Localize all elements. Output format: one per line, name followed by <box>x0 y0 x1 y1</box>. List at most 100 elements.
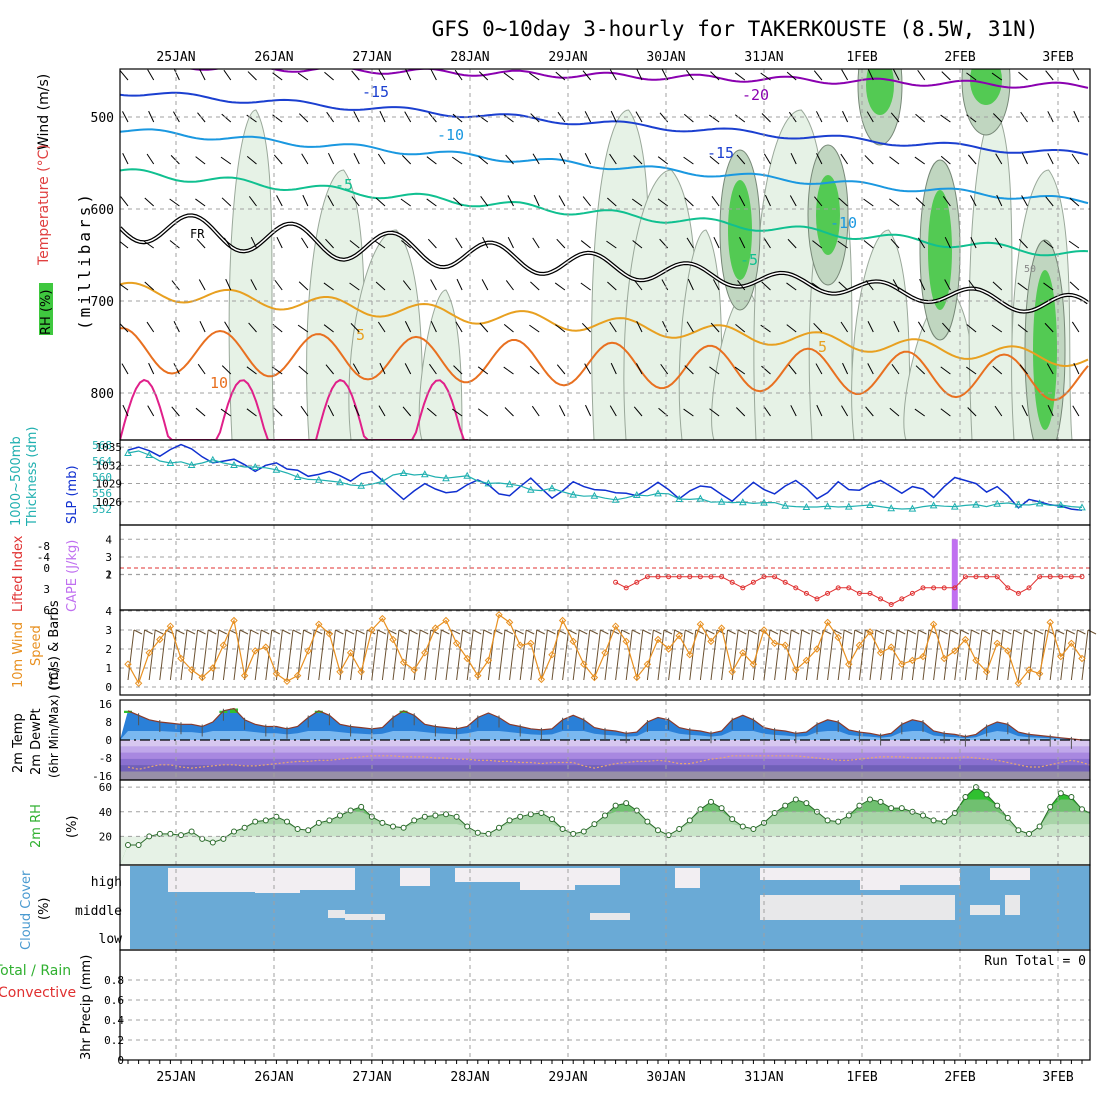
rh2m-point <box>771 810 778 816</box>
wind10-speed-point <box>304 647 312 655</box>
cloud-clear-high <box>300 868 355 890</box>
rh2m-point <box>315 819 322 826</box>
lifted-index-point <box>835 585 841 591</box>
isotherm-line <box>120 327 1089 401</box>
wind-barb <box>863 198 874 207</box>
wind-barb <box>790 152 797 165</box>
wind-barb <box>737 280 746 291</box>
wind10-barb-flag <box>568 629 577 635</box>
lifted-index-tick-label: 0 <box>43 562 50 575</box>
tick-labels: 5006007008005685645605565521035103210291… <box>37 50 1074 1085</box>
run-total: Run Total = 0 <box>984 954 1086 969</box>
wind-barb <box>1021 405 1028 417</box>
temp-band-bottom <box>120 776 1090 780</box>
wind10-speed-point <box>1078 654 1086 663</box>
isotherm-label: -10 <box>437 126 464 144</box>
rh2m-point <box>856 802 863 809</box>
wind10-barb <box>540 629 548 681</box>
wind-barb <box>786 282 797 291</box>
wind-barb <box>683 156 694 165</box>
wind-barb <box>199 320 206 333</box>
rh2m-point <box>496 824 502 831</box>
thickness-point <box>908 504 917 512</box>
wind10-barb <box>456 629 464 681</box>
upper-panel-labels: Wind (m/s) Temperature (°C) RH (%) (mill… <box>36 74 94 335</box>
rh-shade-high <box>928 190 952 310</box>
cloud-level-middle: middle <box>75 904 122 919</box>
wind-barb <box>789 195 797 207</box>
wind-barb <box>453 197 463 207</box>
rh2m-point <box>337 812 343 819</box>
wind10-barb-flag <box>642 629 652 635</box>
wind-barb <box>147 405 155 417</box>
wind10-speed-point <box>548 650 556 659</box>
wind10-barb-flag <box>631 629 641 635</box>
wind10-speed-point <box>177 654 185 663</box>
wind-barb <box>1068 240 1080 249</box>
wind10-speed-point <box>611 622 620 630</box>
wind10-speed-point <box>1014 679 1023 687</box>
wind10-barb <box>593 629 601 681</box>
wind-barb <box>530 113 540 123</box>
wind-barb <box>120 196 129 207</box>
wind10-speed-point <box>739 649 747 657</box>
wind-barb <box>633 406 643 417</box>
thickness-point <box>738 498 747 506</box>
rh2m-point <box>432 812 439 819</box>
wind10-barb <box>933 629 941 681</box>
wind-barb <box>273 154 283 165</box>
wind10-barb <box>572 629 580 681</box>
label-cloud-b: (%) <box>37 898 52 921</box>
wind-barb <box>504 407 514 417</box>
rh2m-point <box>888 805 895 812</box>
lifted-index-point <box>644 574 650 580</box>
lifted-index-point <box>740 585 746 591</box>
wind10-speed-point <box>325 630 334 638</box>
date-label-bottom: 25JAN <box>156 1070 195 1085</box>
wind10-speed-point <box>124 660 132 668</box>
wind-barb <box>734 366 746 375</box>
wind10-barb-flag <box>282 629 291 635</box>
lifted-index-point <box>973 574 979 580</box>
rh2m-point <box>252 818 259 825</box>
lifted-index-point <box>1026 585 1032 591</box>
rh2m-point <box>697 806 704 813</box>
wind10-barb <box>583 629 591 681</box>
thickness-point <box>230 460 238 468</box>
wind10-barb-flag <box>790 629 800 635</box>
rh2m-point <box>1036 823 1043 830</box>
isotherm-line <box>120 168 1089 257</box>
wind-barb <box>842 110 849 123</box>
wind-barb <box>173 69 180 81</box>
date-label-bottom: 1FEB <box>846 1070 877 1085</box>
wind-barb <box>353 153 360 165</box>
wind-barb <box>891 363 900 375</box>
wind-barb <box>661 69 669 81</box>
wind-barb <box>1018 71 1028 81</box>
wind10-barb-flag <box>462 629 471 635</box>
wind10-barb-flag <box>706 629 715 635</box>
lifted-index-point <box>729 579 735 585</box>
wind10-barb-flag <box>875 629 885 635</box>
wind-barb <box>710 322 720 333</box>
wind-barb <box>377 153 386 165</box>
wind-barb <box>555 71 566 81</box>
wind-barb <box>686 69 694 81</box>
wind10-barb <box>816 629 824 681</box>
rh2m-point <box>390 823 396 830</box>
wind-barb <box>404 111 412 123</box>
wind-barb <box>556 238 566 249</box>
wind10-barb-flag <box>928 629 938 635</box>
wind10-speed-point <box>410 666 418 674</box>
rh2m-point <box>644 818 651 825</box>
wind-barb <box>889 198 900 207</box>
precip-tick-label: 0.2 <box>104 1034 124 1047</box>
wind-barb <box>377 321 386 333</box>
wind-barb <box>1071 153 1080 165</box>
label-rh2m-b: (%) <box>65 816 80 839</box>
wind10-barb-flag <box>833 629 842 635</box>
wind10-barb-flag <box>780 629 789 635</box>
wind-barb <box>297 324 309 333</box>
chart-title: GFS 0~10day 3-hourly for TAKERKOUSTE (8.… <box>432 17 1039 41</box>
wind-barb <box>966 114 977 123</box>
